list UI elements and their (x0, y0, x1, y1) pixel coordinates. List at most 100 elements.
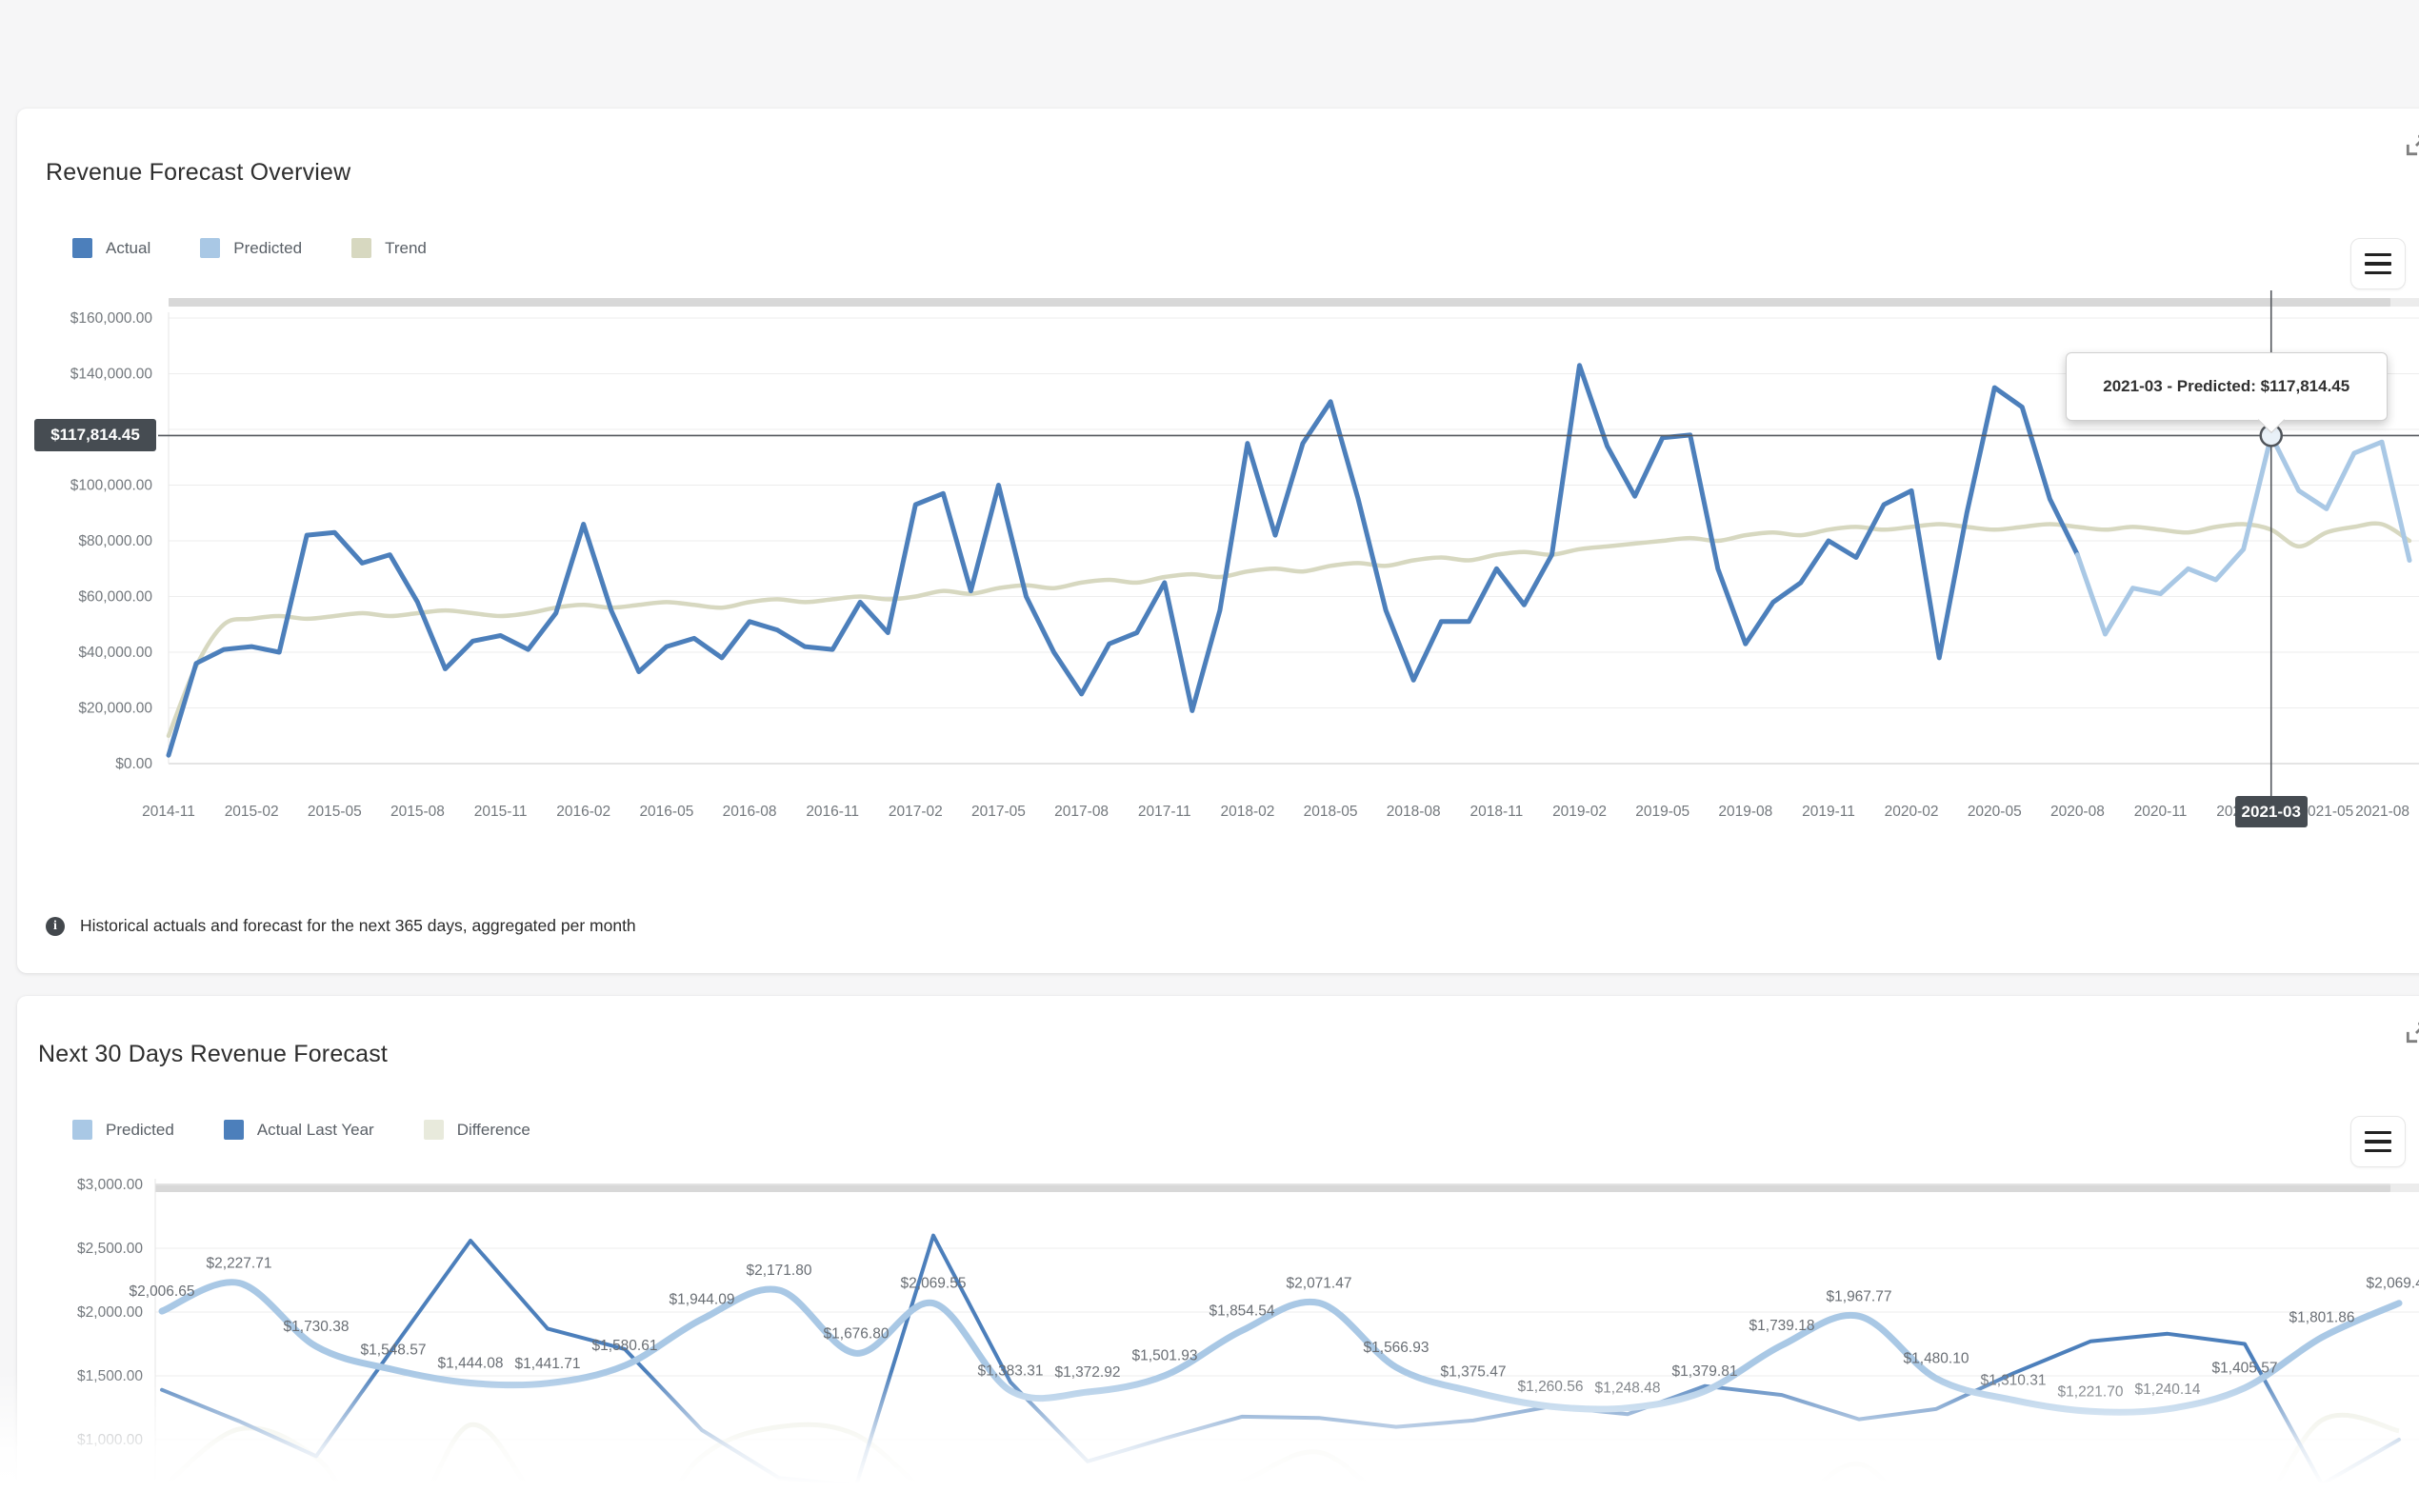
svg-text:$60,000.00: $60,000.00 (78, 589, 152, 606)
svg-text:2020-05: 2020-05 (1968, 804, 2022, 820)
legend-label: Predicted (233, 238, 303, 257)
page-title-2: Next 30 Days Revenue Forecast (38, 1040, 389, 1067)
predicted-line (2074, 432, 2412, 637)
data-label: $1,372.92 (1055, 1364, 1121, 1381)
svg-text:$140,000.00: $140,000.00 (70, 367, 153, 383)
legend-swatch (72, 238, 92, 258)
svg-text:2016-02: 2016-02 (556, 804, 610, 820)
svg-text:2016-11: 2016-11 (806, 804, 859, 820)
legend-swatch (200, 238, 221, 258)
data-label: $2,069.55 (901, 1276, 967, 1292)
data-label: $1,383.31 (978, 1363, 1044, 1380)
data-label: $1,310.31 (1981, 1372, 2047, 1388)
x-axis-value-chip: 2021-03 (2234, 796, 2308, 827)
svg-text:$3,000.00: $3,000.00 (77, 1177, 143, 1193)
svg-text:$2,500.00: $2,500.00 (77, 1241, 143, 1257)
chart-scrollbar[interactable] (155, 1184, 2390, 1192)
data-label: $1,967.77 (1827, 1288, 1892, 1304)
svg-text:2021-08: 2021-08 (2355, 804, 2409, 820)
svg-text:2015-05: 2015-05 (308, 804, 362, 820)
svg-text:2017-08: 2017-08 (1054, 804, 1109, 820)
legend-item-actual-last-year[interactable]: Actual Last Year (223, 1120, 374, 1140)
svg-text:$80,000.00: $80,000.00 (78, 533, 152, 549)
hamburger-menu-icon (2365, 1130, 2391, 1153)
legend-item-trend[interactable]: Trend (351, 238, 427, 258)
expand-icon[interactable] (2404, 133, 2419, 158)
revenue-forecast-chart[interactable]: $0.00 $20,000.00 $40,000.00 $60,000.00 $80,0… (0, 286, 2419, 838)
legend-swatch (351, 238, 372, 258)
data-label: $1,566.93 (1364, 1340, 1429, 1356)
svg-text:$1,000.00: $1,000.00 (77, 1432, 143, 1448)
data-label: $1,221.70 (2058, 1383, 2124, 1400)
svg-text:2019-08: 2019-08 (1718, 804, 1772, 820)
data-label: $1,375.47 (1441, 1364, 1507, 1381)
legend-item-predicted[interactable]: Predicted (200, 238, 302, 258)
legend-label: Predicted (106, 1120, 174, 1139)
legend-item-predicted[interactable]: Predicted (72, 1120, 174, 1140)
y-axis-value-chip: $117,814.45 (34, 419, 156, 452)
data-label: $1,248.48 (1595, 1381, 1661, 1397)
next-30-days-chart[interactable]: $3,000.00 $2,500.00 $2,000.00 $1,500.00 $1,0… (0, 1171, 2419, 1512)
data-label: $1,405.57 (2212, 1361, 2278, 1377)
chart-menu-button[interactable] (2350, 238, 2406, 289)
svg-text:$0.00: $0.00 (115, 756, 152, 772)
svg-text:2018-02: 2018-02 (1220, 804, 1274, 820)
svg-text:2015-08: 2015-08 (390, 804, 445, 820)
svg-text:2018-05: 2018-05 (1304, 804, 1358, 820)
legend-swatch (72, 1120, 92, 1140)
svg-text:2016-05: 2016-05 (639, 804, 693, 820)
legend-swatch (223, 1120, 244, 1140)
svg-text:2016-08: 2016-08 (723, 804, 777, 820)
difference-line (160, 1412, 2400, 1512)
svg-text:$2,000.00: $2,000.00 (77, 1304, 143, 1321)
legend-label: Actual Last Year (256, 1120, 374, 1139)
data-label: $2,227.71 (207, 1255, 272, 1271)
svg-text:2017-05: 2017-05 (971, 804, 1026, 820)
svg-text:$20,000.00: $20,000.00 (78, 701, 152, 717)
data-label: $2,071.47 (1287, 1275, 1352, 1291)
data-label: $1,854.54 (1210, 1303, 1275, 1319)
svg-text:$1,500.00: $1,500.00 (77, 1368, 143, 1384)
svg-text:2020-08: 2020-08 (2050, 804, 2105, 820)
data-label: $1,480.10 (1904, 1351, 1969, 1367)
legend-label: Trend (385, 238, 427, 257)
svg-text:2020-02: 2020-02 (1885, 804, 1939, 820)
data-label: $1,739.18 (1749, 1318, 1815, 1334)
svg-text:2019-11: 2019-11 (1802, 804, 1855, 820)
data-label: $2,069.42 (2367, 1276, 2419, 1292)
data-label: $1,240.14 (2135, 1382, 2201, 1398)
svg-text:2019-05: 2019-05 (1635, 804, 1689, 820)
svg-text:2018-08: 2018-08 (1387, 804, 1441, 820)
chart-menu-button-2[interactable] (2350, 1116, 2406, 1167)
data-label: $1,379.81 (1672, 1363, 1738, 1380)
chart-legend-2: Predicted Actual Last Year Difference (72, 1120, 530, 1140)
svg-text:2019-02: 2019-02 (1552, 804, 1607, 820)
data-label: $2,171.80 (747, 1263, 812, 1279)
data-label: $1,444.08 (438, 1355, 504, 1371)
svg-text:2017-02: 2017-02 (889, 804, 943, 820)
chart-scrollbar[interactable] (169, 298, 2390, 307)
svg-text:$40,000.00: $40,000.00 (78, 645, 152, 661)
legend-item-difference[interactable]: Difference (423, 1120, 530, 1140)
legend-label: Actual (106, 238, 151, 257)
data-label: $1,441.71 (515, 1356, 581, 1372)
legend-label: Difference (456, 1120, 530, 1139)
chart-footnote: i Historical actuals and forecast for th… (46, 916, 636, 936)
svg-text:2014-11: 2014-11 (142, 804, 195, 820)
page-title: Revenue Forecast Overview (46, 158, 351, 186)
data-label: $1,676.80 (824, 1325, 890, 1342)
footnote-text: Historical actuals and forecast for the … (80, 916, 636, 935)
data-label: $1,801.86 (2289, 1310, 2355, 1326)
svg-text:$100,000.00: $100,000.00 (70, 478, 153, 494)
svg-text:2015-11: 2015-11 (474, 804, 528, 820)
svg-text:$160,000.00: $160,000.00 (70, 310, 153, 327)
legend-swatch (423, 1120, 444, 1140)
expand-icon[interactable] (2404, 1021, 2419, 1045)
svg-text:2015-02: 2015-02 (225, 804, 279, 820)
legend-item-actual[interactable]: Actual (72, 238, 150, 258)
data-label: $1,730.38 (284, 1319, 350, 1335)
data-label: $1,260.56 (1518, 1379, 1584, 1395)
data-label: $1,944.09 (670, 1291, 735, 1307)
svg-text:2018-11: 2018-11 (1470, 804, 1524, 820)
